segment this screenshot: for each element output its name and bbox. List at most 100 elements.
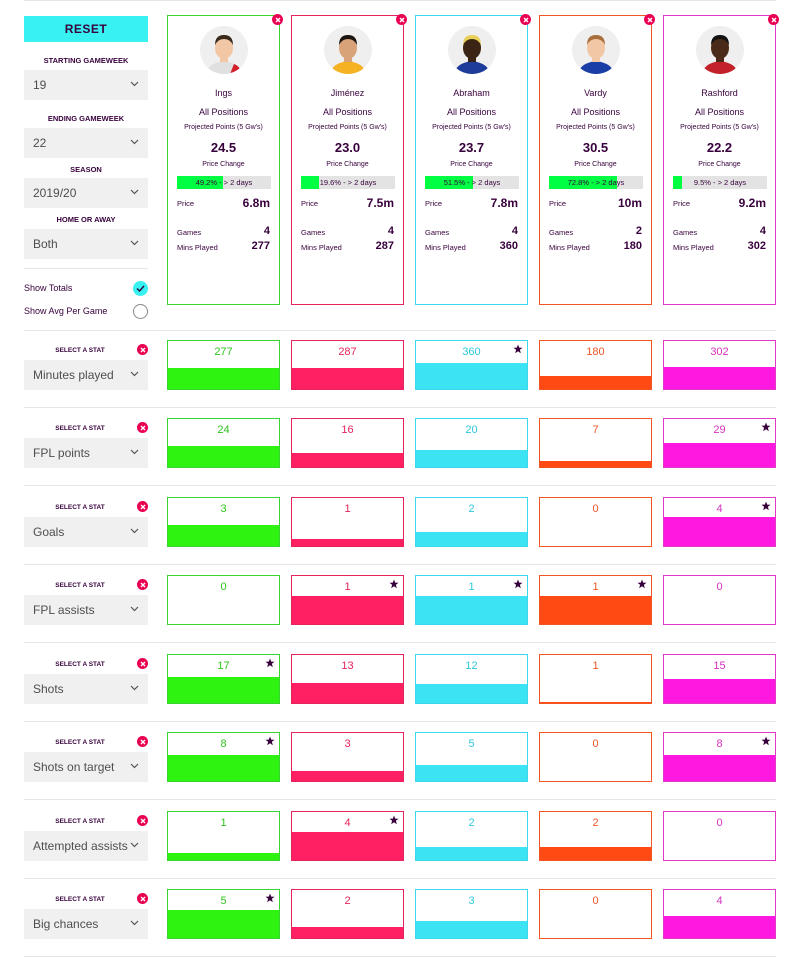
price-value: 7.8m	[490, 196, 518, 210]
remove-stat-icon[interactable]	[137, 736, 148, 747]
stat-value: 29	[713, 424, 726, 436]
remove-stat-icon[interactable]	[137, 422, 148, 433]
home-away-value: Both	[33, 237, 58, 251]
stat-select-value: Shots	[33, 682, 64, 696]
show-avg-toggle[interactable]: Show Avg Per Game	[24, 304, 148, 320]
season-select[interactable]: 2019/20	[24, 178, 148, 208]
star-icon	[265, 736, 275, 746]
remove-stat-icon[interactable]	[137, 893, 148, 904]
show-avg-label: Show Avg Per Game	[24, 306, 108, 316]
starting-gameweek-select[interactable]: 19	[24, 70, 148, 100]
stat-select-value: Goals	[33, 525, 65, 539]
stat-cell: 3	[291, 732, 404, 782]
home-away-select[interactable]: Both	[24, 229, 148, 259]
stat-fill	[292, 596, 403, 624]
projected-points-value: 24.5	[210, 140, 237, 155]
stat-value: 4	[716, 895, 723, 907]
player-card: Ings All Positions Projected Points (5 Gw'…	[167, 15, 280, 305]
reset-button[interactable]: RESET	[24, 16, 148, 42]
remove-stat-icon[interactable]	[137, 501, 148, 512]
stat-value: 2	[592, 817, 599, 829]
stat-select[interactable]: Minutes played	[24, 360, 148, 390]
games-value: 4	[511, 225, 518, 237]
stat-fill	[168, 525, 279, 546]
player-position: All Positions	[694, 107, 745, 117]
remove-player-icon[interactable]	[644, 14, 655, 25]
show-totals-toggle[interactable]: Show Totals	[24, 281, 148, 297]
price-change-fill	[673, 176, 682, 189]
stat-cell: 8	[167, 732, 280, 782]
projected-points-label: Projected Points (5 Gw's)	[556, 124, 635, 131]
stat-cell: 12	[415, 654, 528, 704]
player-name: Vardy	[584, 88, 607, 98]
player-name: Ings	[214, 88, 232, 98]
stat-fill	[664, 517, 775, 546]
remove-player-icon[interactable]	[520, 14, 531, 25]
remove-player-icon[interactable]	[272, 14, 283, 25]
stat-fill	[416, 362, 527, 389]
stat-select[interactable]: Attempted assists	[24, 831, 148, 861]
stat-value: 5	[220, 895, 227, 907]
stat-value: 2	[468, 503, 475, 515]
price-change-fill	[425, 176, 474, 189]
remove-stat-icon[interactable]	[137, 579, 148, 590]
games-label: Games	[301, 228, 326, 237]
player-avatar	[572, 26, 620, 74]
price-change-fill	[549, 176, 618, 189]
price-label: Price	[425, 199, 443, 208]
stat-cell: 180	[539, 340, 652, 390]
remove-player-icon[interactable]	[768, 14, 779, 25]
stat-select-value: Minutes played	[33, 368, 114, 382]
stat-value: 4	[344, 817, 351, 829]
stat-cell: 1	[291, 575, 404, 625]
star-icon	[637, 579, 647, 589]
stat-value: 0	[592, 503, 599, 515]
price-change-fill	[177, 176, 224, 189]
price-change-text: 51.5% - > 2 days	[443, 178, 501, 187]
stat-select[interactable]: Goals	[24, 517, 148, 547]
stat-value: 287	[338, 346, 357, 358]
stat-value: 24	[217, 424, 230, 436]
remove-stat-icon[interactable]	[137, 344, 148, 355]
stat-cell: 0	[539, 732, 652, 782]
stat-select[interactable]: Shots	[24, 674, 148, 704]
stat-fill	[168, 368, 279, 389]
player-card: Vardy All Positions Projected Points (5 Gw…	[539, 15, 652, 305]
remove-player-icon[interactable]	[396, 14, 407, 25]
star-icon	[761, 422, 771, 432]
stat-select[interactable]: Big chances	[24, 909, 148, 939]
games-value: 4	[387, 225, 394, 237]
star-icon	[513, 344, 523, 354]
stat-fill	[664, 443, 775, 467]
price-label: Price	[673, 199, 691, 208]
price-change-text: 9.5% - > 2 days	[693, 178, 747, 187]
select-stat-label: SELECT A STAT	[55, 504, 105, 511]
stat-cell: 0	[663, 575, 776, 625]
stat-value: 0	[716, 817, 723, 829]
stat-value: 1	[592, 660, 599, 672]
stat-cell: 0	[539, 497, 652, 547]
stat-select[interactable]: Shots on target	[24, 752, 148, 782]
stat-fill	[664, 916, 775, 938]
price-value: 6.8m	[242, 196, 270, 210]
star-icon	[513, 579, 523, 589]
price-value: 10m	[617, 196, 642, 210]
price-value: 9.2m	[738, 196, 766, 210]
games-value: 4	[263, 225, 270, 237]
remove-stat-icon[interactable]	[137, 815, 148, 826]
ending-gameweek-select[interactable]: 22	[24, 128, 148, 158]
starting-gameweek-value: 19	[33, 78, 47, 92]
stat-value: 1	[220, 817, 227, 829]
stat-select[interactable]: FPL points	[24, 438, 148, 468]
mins-label: Mins Played	[549, 243, 590, 252]
player-name: Jiménez	[330, 88, 365, 98]
remove-stat-icon[interactable]	[137, 658, 148, 669]
price-change-label: Price Change	[326, 161, 369, 168]
star-icon	[761, 501, 771, 511]
projected-points-value: 23.7	[458, 140, 485, 155]
projected-points-label: Projected Points (5 Gw's)	[184, 124, 263, 131]
stat-value: 15	[713, 660, 726, 672]
star-icon	[761, 736, 771, 746]
stat-select[interactable]: FPL assists	[24, 595, 148, 625]
select-stat-label: SELECT A STAT	[55, 896, 105, 903]
